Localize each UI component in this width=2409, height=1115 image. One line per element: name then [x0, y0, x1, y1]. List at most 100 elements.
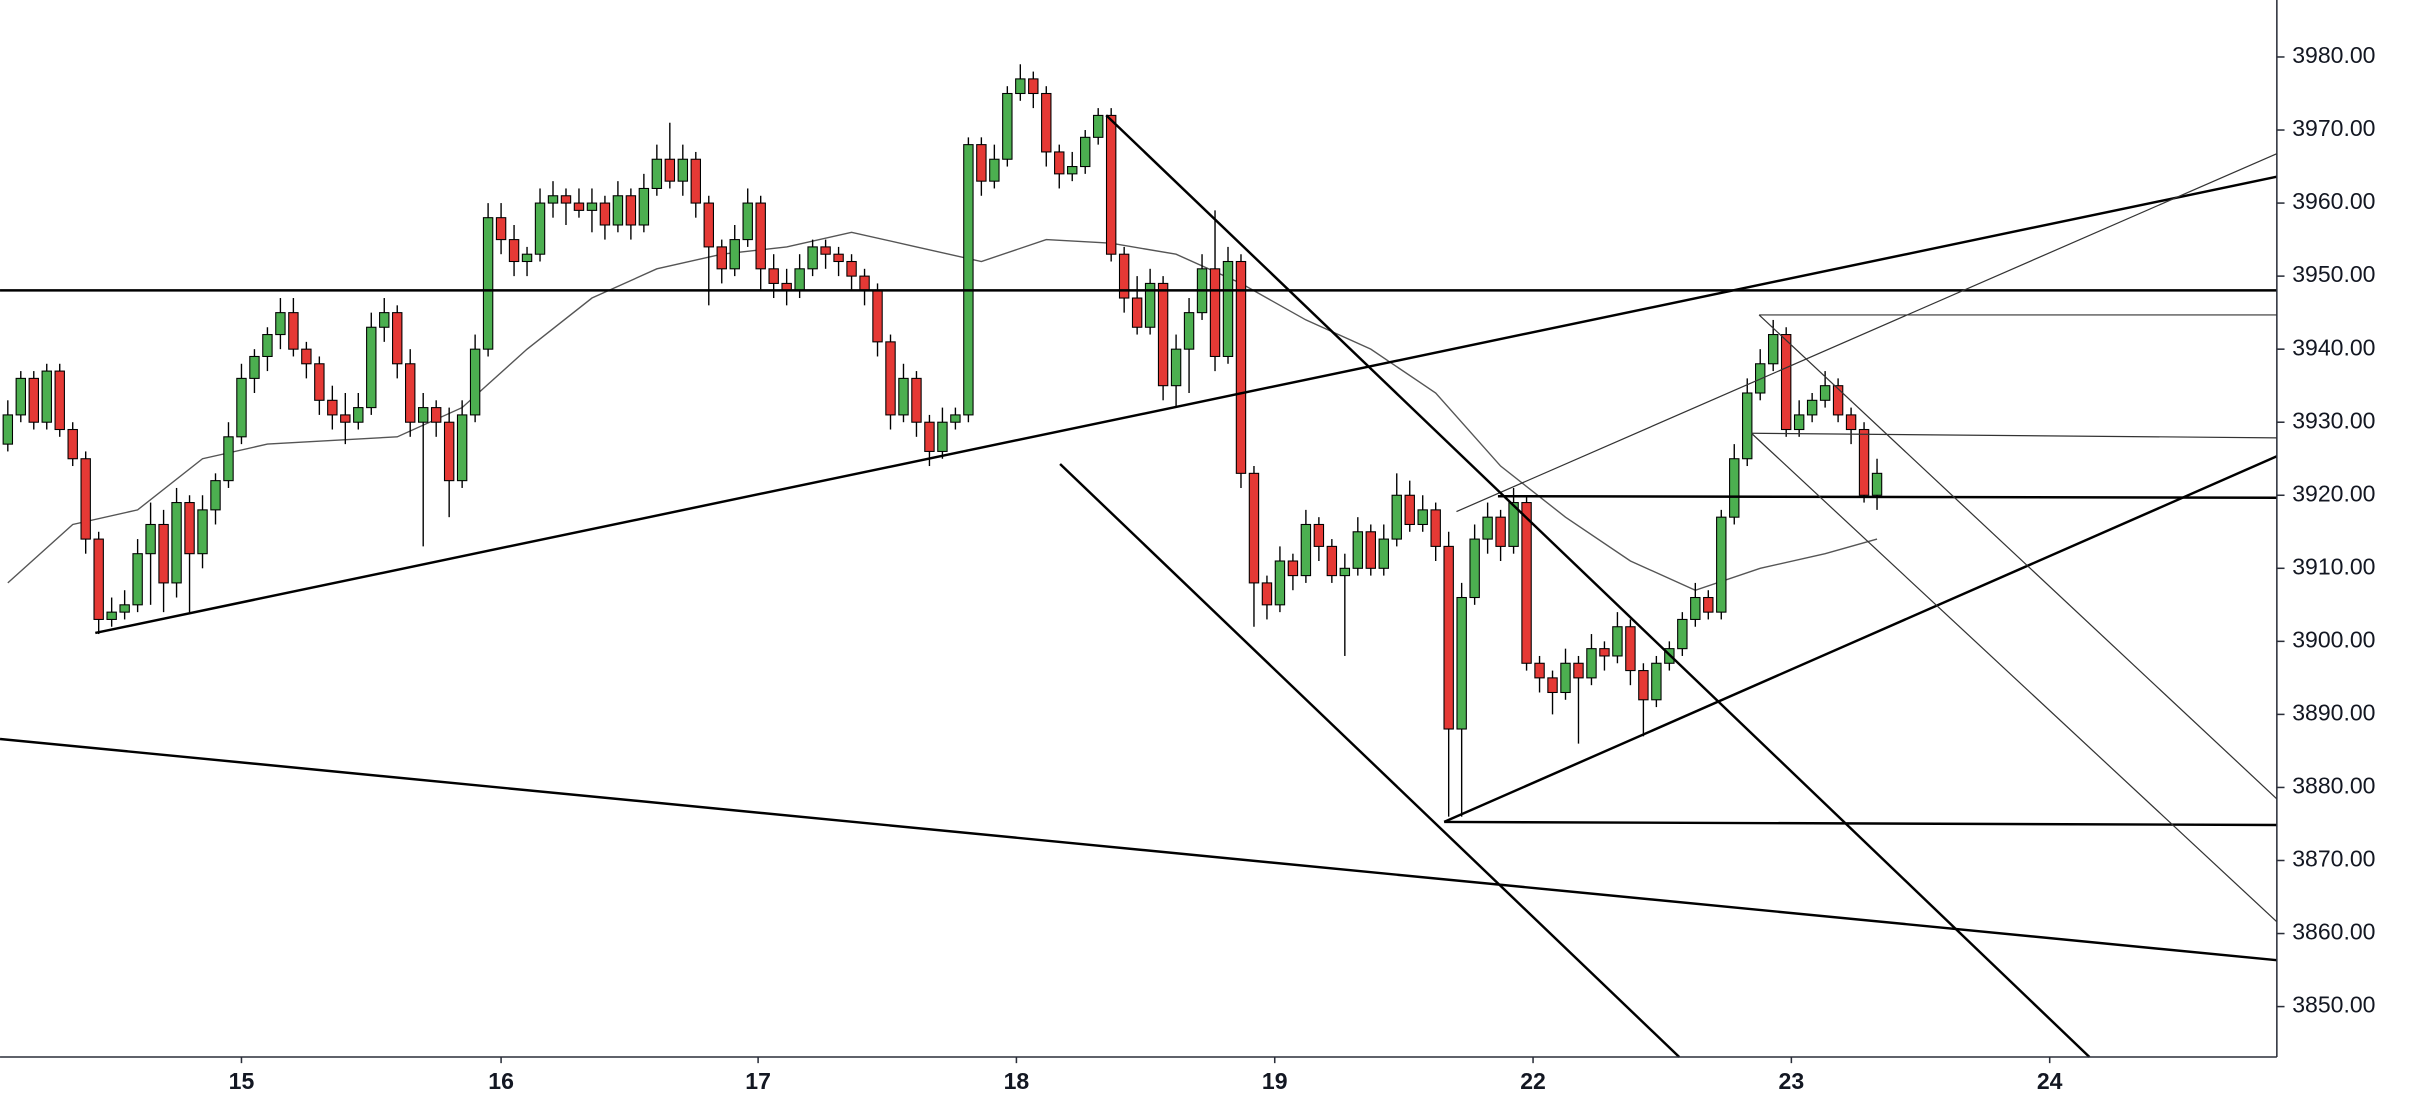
y-tick-label: 3960.00 [2292, 188, 2375, 214]
candle-body [1274, 560, 1286, 606]
candle-body [586, 202, 598, 211]
candle-body [1170, 348, 1182, 387]
candle-body [1625, 626, 1636, 672]
candle-body [132, 553, 143, 606]
y-tick-label: 3850.00 [2292, 992, 2375, 1018]
candle-body [119, 604, 130, 613]
candle-body [1767, 334, 1779, 365]
candle-body [794, 268, 805, 292]
candle-body [573, 202, 585, 211]
candle-body [1261, 582, 1273, 606]
candle-body [1326, 545, 1338, 577]
candle-body [405, 363, 416, 423]
candle-body [1534, 662, 1545, 679]
candle-body [859, 275, 870, 292]
candle-body [1404, 494, 1415, 526]
candle-body [534, 202, 546, 255]
trend-line [1443, 455, 2278, 824]
candle-body [1028, 78, 1039, 95]
candle-body [1703, 596, 1714, 613]
candle-body [184, 502, 195, 555]
y-tick-label: 3930.00 [2292, 407, 2375, 433]
y-tick-label: 3970.00 [2292, 115, 2375, 141]
candle-body [1118, 253, 1130, 299]
candle-body [989, 158, 1000, 182]
candle-body [755, 202, 766, 270]
x-tick-label: 23 [1779, 1068, 1805, 1094]
candle-body [1015, 78, 1026, 95]
candle-body [1092, 114, 1104, 138]
y-tick-label: 3860.00 [2292, 919, 2375, 945]
candle-body [1365, 531, 1377, 569]
candle-body [262, 334, 273, 358]
candle-body [54, 370, 65, 431]
y-tick-label: 3920.00 [2292, 480, 2375, 506]
candle-body [366, 326, 377, 409]
candle-body [145, 523, 156, 555]
candle-body [1690, 596, 1701, 620]
candle-body [924, 421, 935, 452]
candle-body [508, 239, 520, 263]
horizontal-ray [1444, 820, 2277, 827]
y-tick-label: 3910.00 [2292, 553, 2375, 579]
candle-body [703, 202, 714, 248]
candle-body [327, 399, 338, 416]
candle-body [379, 312, 390, 328]
trend-line [95, 175, 2278, 635]
candle-body [1209, 268, 1221, 358]
candle-body [288, 312, 299, 350]
candle-body [2, 414, 14, 445]
candle-body [106, 611, 117, 620]
candle-body [1144, 282, 1156, 328]
candle-body [301, 348, 312, 365]
candle-body [950, 414, 961, 423]
candle-body [560, 195, 572, 204]
candle-body [443, 421, 455, 482]
candle-body [846, 260, 857, 277]
candle-body [1391, 494, 1402, 540]
candle-body [1469, 538, 1480, 599]
candle-body [976, 144, 987, 182]
y-tick-label: 3880.00 [2292, 773, 2375, 799]
x-tick-label: 15 [229, 1068, 255, 1094]
candle-body [872, 290, 883, 343]
trend-line [1059, 463, 1681, 1058]
candle-body [1300, 523, 1312, 577]
candle-body [716, 246, 727, 270]
candle-body [599, 202, 611, 226]
candle-body [1339, 567, 1351, 577]
candle-body [1417, 509, 1428, 526]
candle-body [1508, 502, 1519, 547]
drawings [0, 114, 2278, 1058]
candle-body [1586, 648, 1597, 679]
x-tick-label: 22 [1520, 1068, 1546, 1094]
candle-body [80, 458, 91, 540]
candle-body [1105, 114, 1117, 255]
candle-body [1755, 363, 1766, 394]
candle-body [417, 407, 429, 423]
candle-body [1521, 502, 1532, 664]
candle-body [236, 377, 247, 438]
candle-body [249, 355, 260, 379]
candle-body [1482, 516, 1493, 540]
horizontal-ray [1751, 432, 2277, 439]
candle-body [1858, 428, 1870, 496]
candle-body [1248, 472, 1260, 584]
candle-body [275, 312, 286, 336]
candle-body [1430, 509, 1441, 547]
candle-body [1352, 531, 1364, 569]
candle-body [430, 407, 442, 423]
candle-body [807, 246, 818, 270]
horizontal-ray [1497, 495, 2277, 499]
candles [2, 64, 1883, 817]
candle-body [314, 363, 325, 401]
candle-body [1041, 92, 1052, 153]
candle-body [340, 414, 351, 423]
candle-body [664, 158, 676, 182]
candle-body [28, 377, 39, 423]
candle-body [1599, 648, 1610, 657]
y-tick-label: 3890.00 [2292, 699, 2375, 725]
moving-average-line [7, 231, 1878, 591]
candle-body [625, 195, 637, 226]
